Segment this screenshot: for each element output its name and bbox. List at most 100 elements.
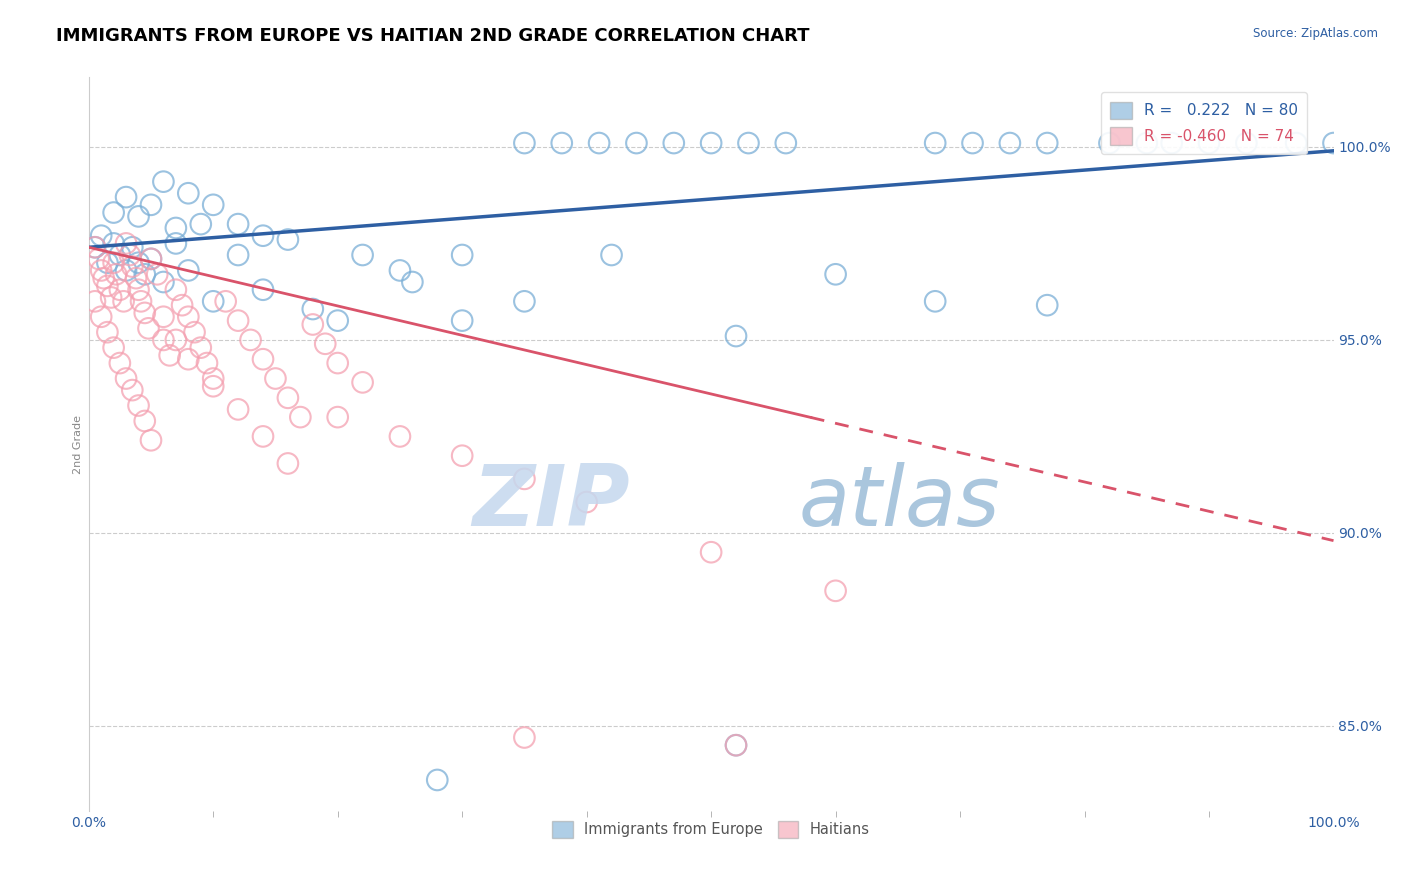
Point xyxy=(962,136,984,150)
Point xyxy=(252,429,274,443)
Point xyxy=(662,136,685,150)
Point xyxy=(239,333,262,347)
Point xyxy=(202,371,225,385)
Legend: Immigrants from Europe, Haitians: Immigrants from Europe, Haitians xyxy=(547,815,876,844)
Point xyxy=(146,268,169,282)
Point xyxy=(84,294,107,309)
Point xyxy=(121,260,143,274)
Point xyxy=(401,275,423,289)
Point xyxy=(264,371,287,385)
Point xyxy=(103,205,125,219)
Point xyxy=(1136,136,1159,150)
Point xyxy=(1322,136,1344,150)
Point xyxy=(575,495,598,509)
Point xyxy=(90,310,112,324)
Point xyxy=(195,356,218,370)
Point xyxy=(998,136,1021,150)
Point xyxy=(121,240,143,254)
Point xyxy=(139,252,162,266)
Point xyxy=(326,356,349,370)
Point xyxy=(139,252,162,266)
Text: IMMIGRANTS FROM EUROPE VS HAITIAN 2ND GRADE CORRELATION CHART: IMMIGRANTS FROM EUROPE VS HAITIAN 2ND GR… xyxy=(56,27,810,45)
Point xyxy=(252,228,274,243)
Point xyxy=(426,772,449,787)
Point xyxy=(128,256,150,270)
Point xyxy=(290,410,312,425)
Point xyxy=(108,283,131,297)
Point xyxy=(139,434,162,448)
Point xyxy=(96,278,118,293)
Point xyxy=(226,248,249,262)
Point xyxy=(326,313,349,327)
Point xyxy=(105,268,128,282)
Text: ZIP: ZIP xyxy=(472,461,630,544)
Point xyxy=(513,136,536,150)
Point xyxy=(93,271,115,285)
Point xyxy=(700,136,723,150)
Point xyxy=(626,136,648,150)
Point xyxy=(177,352,200,367)
Point xyxy=(134,306,156,320)
Y-axis label: 2nd Grade: 2nd Grade xyxy=(73,415,83,474)
Point xyxy=(190,341,212,355)
Point xyxy=(1036,136,1059,150)
Text: atlas: atlas xyxy=(799,462,1000,543)
Point xyxy=(1036,298,1059,312)
Point xyxy=(165,333,187,347)
Point xyxy=(277,391,299,405)
Point xyxy=(226,217,249,231)
Point xyxy=(215,294,238,309)
Point xyxy=(165,283,187,297)
Point xyxy=(724,738,747,752)
Point xyxy=(277,457,299,471)
Point xyxy=(724,738,747,752)
Point xyxy=(152,175,174,189)
Point xyxy=(115,263,138,277)
Point xyxy=(277,233,299,247)
Point xyxy=(100,290,122,304)
Point xyxy=(513,472,536,486)
Point xyxy=(551,136,574,150)
Point xyxy=(1234,136,1257,150)
Point xyxy=(226,402,249,417)
Text: Source: ZipAtlas.com: Source: ZipAtlas.com xyxy=(1253,27,1378,40)
Point xyxy=(775,136,797,150)
Point xyxy=(138,321,160,335)
Point xyxy=(172,298,194,312)
Point xyxy=(1098,136,1121,150)
Point xyxy=(134,268,156,282)
Point xyxy=(352,376,374,390)
Point xyxy=(115,190,138,204)
Point xyxy=(824,583,846,598)
Point xyxy=(202,294,225,309)
Point xyxy=(108,356,131,370)
Point xyxy=(118,248,141,262)
Point xyxy=(183,325,205,339)
Point xyxy=(252,283,274,297)
Point xyxy=(152,275,174,289)
Point xyxy=(700,545,723,559)
Point xyxy=(388,429,411,443)
Point xyxy=(737,136,759,150)
Point xyxy=(1160,136,1182,150)
Point xyxy=(388,263,411,277)
Point xyxy=(96,325,118,339)
Point xyxy=(112,294,135,309)
Point xyxy=(108,248,131,262)
Point xyxy=(159,348,181,362)
Point xyxy=(103,256,125,270)
Point xyxy=(152,333,174,347)
Point xyxy=(165,221,187,235)
Point xyxy=(128,210,150,224)
Point xyxy=(924,294,946,309)
Point xyxy=(152,310,174,324)
Point xyxy=(252,352,274,367)
Point xyxy=(115,371,138,385)
Point xyxy=(84,240,107,254)
Point xyxy=(1285,136,1308,150)
Point xyxy=(103,341,125,355)
Point xyxy=(103,236,125,251)
Point xyxy=(134,414,156,428)
Point xyxy=(190,217,212,231)
Point xyxy=(513,294,536,309)
